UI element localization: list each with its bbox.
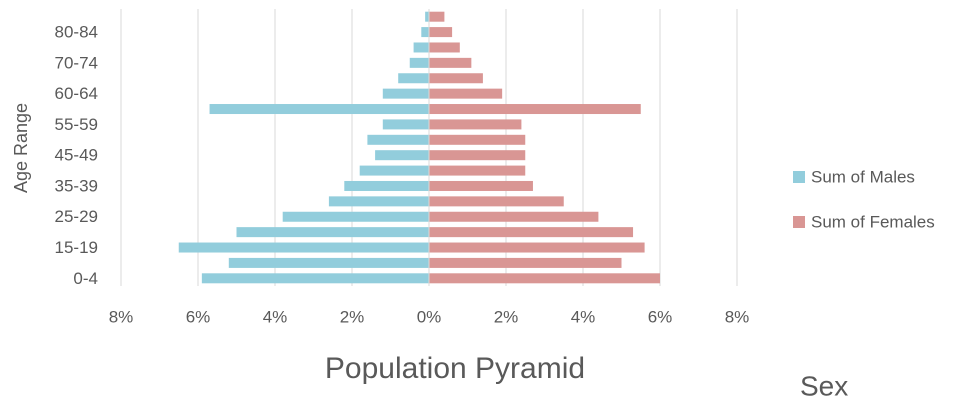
chart-title: Population Pyramid bbox=[325, 352, 585, 385]
bar bbox=[425, 11, 429, 22]
bar bbox=[178, 242, 429, 253]
bar bbox=[429, 88, 503, 99]
bar bbox=[382, 119, 429, 130]
x-tick-label: 4% bbox=[571, 307, 596, 326]
legend-swatch bbox=[793, 216, 805, 228]
bar bbox=[429, 242, 645, 253]
bar bbox=[429, 134, 526, 145]
legend-swatch bbox=[793, 171, 805, 183]
bar bbox=[398, 73, 429, 84]
bar bbox=[429, 27, 453, 38]
bar bbox=[429, 165, 526, 176]
bar bbox=[282, 211, 429, 222]
bar bbox=[344, 180, 429, 191]
legend-label: Sum of Females bbox=[811, 212, 935, 231]
bar bbox=[375, 150, 429, 161]
y-tick-label: 55-59 bbox=[55, 115, 98, 134]
bar bbox=[201, 273, 429, 284]
y-tick-label: 15-19 bbox=[55, 238, 98, 257]
bar bbox=[429, 180, 533, 191]
bar bbox=[429, 104, 641, 115]
x-tick-label: 2% bbox=[340, 307, 365, 326]
y-tick-label: 45-49 bbox=[55, 146, 98, 165]
bar bbox=[429, 273, 660, 284]
y-tick-label: 70-74 bbox=[55, 53, 98, 72]
bar bbox=[429, 42, 460, 53]
x-tick-label: 4% bbox=[263, 307, 288, 326]
bar bbox=[429, 196, 564, 207]
y-tick-label: 25-29 bbox=[55, 207, 98, 226]
x-tick-label: 2% bbox=[494, 307, 519, 326]
bar bbox=[429, 57, 472, 68]
bar bbox=[429, 227, 634, 238]
bar bbox=[328, 196, 429, 207]
bar bbox=[359, 165, 429, 176]
bar bbox=[228, 257, 429, 268]
bar bbox=[429, 150, 526, 161]
bar bbox=[429, 119, 522, 130]
legend-label: Sum of Males bbox=[811, 167, 915, 186]
y-axis-title: Age Range bbox=[11, 103, 31, 193]
bar bbox=[209, 104, 429, 115]
bar bbox=[429, 211, 599, 222]
bar bbox=[413, 42, 429, 53]
y-tick-label: 80-84 bbox=[55, 23, 98, 42]
y-tick-label: 35-39 bbox=[55, 176, 98, 195]
x-tick-label: 8% bbox=[725, 307, 750, 326]
bar bbox=[236, 227, 429, 238]
bar bbox=[421, 27, 429, 38]
bar bbox=[382, 88, 429, 99]
bar bbox=[409, 57, 429, 68]
y-tick-label: 60-64 bbox=[55, 84, 98, 103]
x-tick-label: 0% bbox=[417, 307, 442, 326]
bar bbox=[367, 134, 429, 145]
y-tick-label: 0-4 bbox=[73, 269, 98, 288]
x-tick-label: 6% bbox=[186, 307, 211, 326]
bar bbox=[429, 257, 622, 268]
bar bbox=[429, 11, 445, 22]
bar bbox=[429, 73, 483, 84]
x-tick-label: 8% bbox=[109, 307, 134, 326]
x-tick-label: 6% bbox=[648, 307, 673, 326]
legend-title: Sex bbox=[800, 370, 848, 401]
